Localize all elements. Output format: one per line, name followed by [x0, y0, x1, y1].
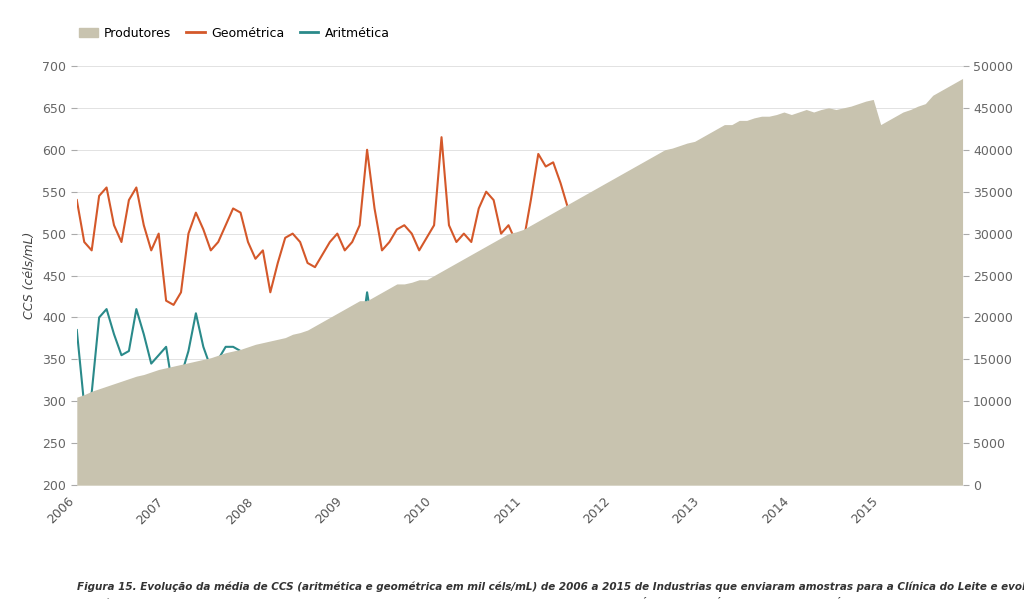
Y-axis label: Produtores: Produtores [1021, 241, 1024, 310]
Y-axis label: CCS (céls/mL): CCS (céls/mL) [23, 232, 36, 319]
Text: Figura 15. Evolução da média de CCS (aritmética e geométrica em mil céls/mL) de : Figura 15. Evolução da média de CCS (ari… [77, 581, 1024, 599]
Legend: Produtores, Geométrica, Aritmética: Produtores, Geométrica, Aritmética [74, 22, 394, 45]
